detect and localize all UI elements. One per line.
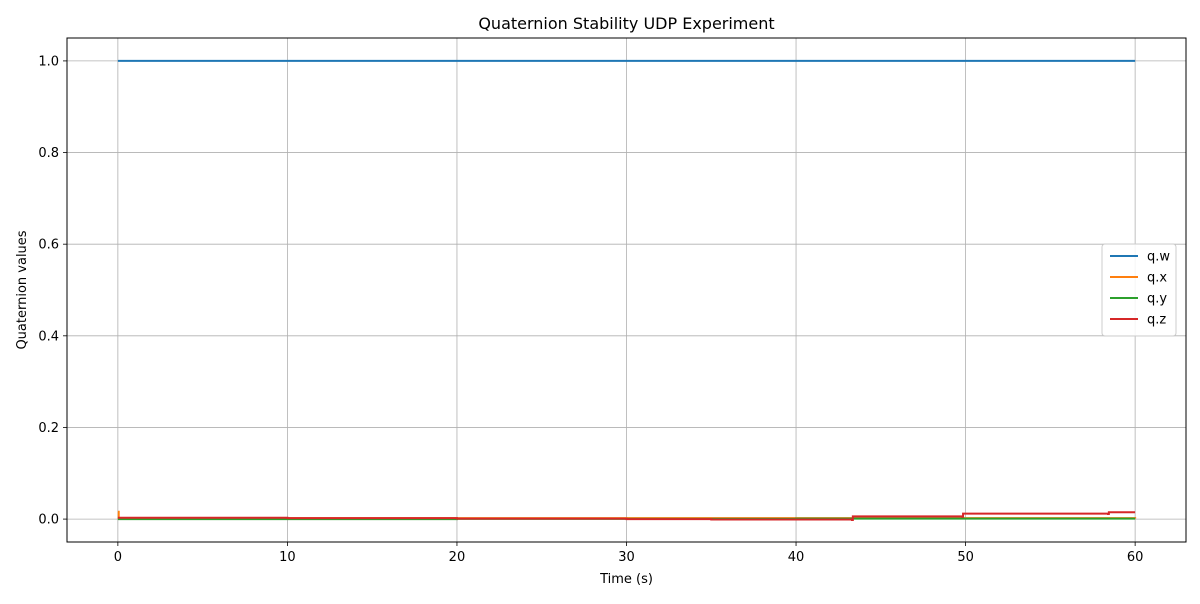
x-tick-label: 30: [618, 550, 635, 565]
legend-label: q.y: [1147, 292, 1167, 307]
y-axis-label: Quaternion values: [15, 230, 30, 349]
y-tick-label: 0.6: [38, 238, 59, 253]
y-tick-label: 0.2: [38, 421, 59, 436]
y-tick-label: 1.0: [38, 54, 59, 69]
x-tick-label: 10: [279, 550, 296, 565]
y-tick-label: 0.8: [38, 146, 59, 161]
legend-label: q.z: [1147, 313, 1166, 328]
x-axis-label: Time (s): [599, 572, 653, 587]
y-tick-label: 0.0: [38, 513, 59, 528]
x-tick-label: 60: [1127, 550, 1144, 565]
x-tick-label: 40: [788, 550, 805, 565]
x-tick-label: 50: [957, 550, 974, 565]
y-tick-label: 0.4: [38, 329, 59, 344]
chart-title: Quaternion Stability UDP Experiment: [478, 14, 774, 33]
x-tick-label: 20: [449, 550, 466, 565]
legend: q.w q.x q.y q.z: [1102, 244, 1176, 336]
x-tick-label: 0: [114, 550, 122, 565]
legend-label: q.w: [1147, 250, 1170, 265]
legend-label: q.x: [1147, 271, 1167, 286]
